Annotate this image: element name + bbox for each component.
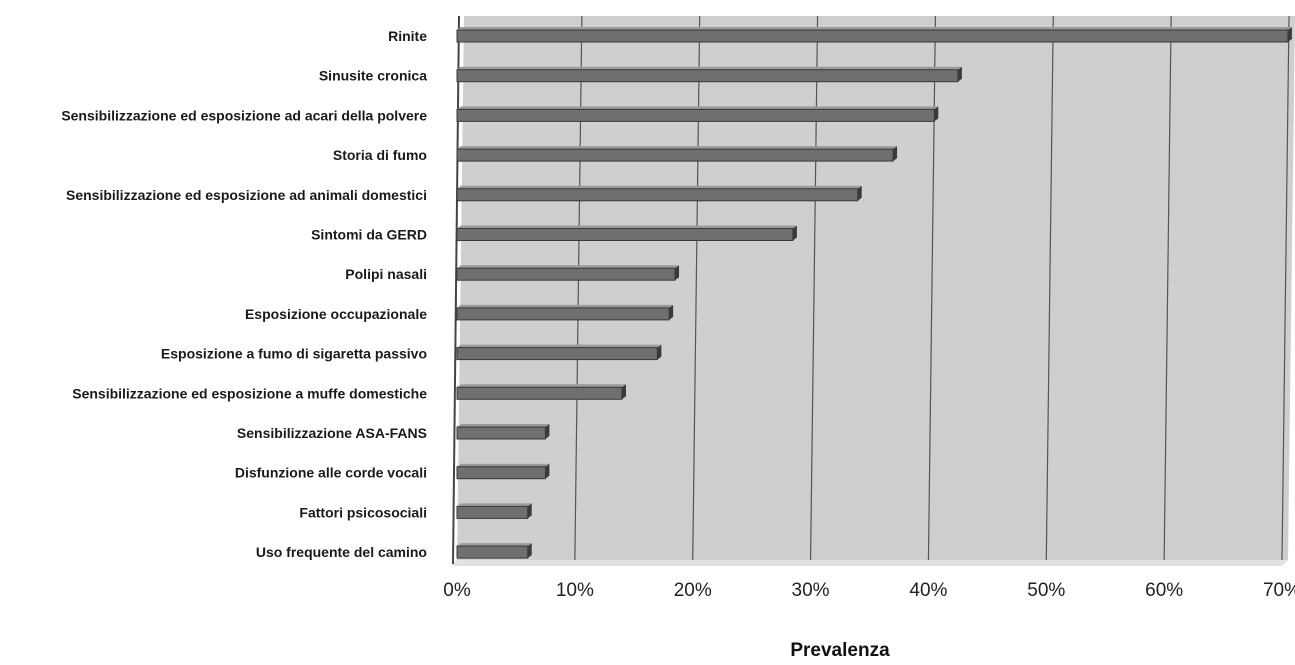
bar-top	[457, 106, 939, 110]
bar-top	[457, 265, 680, 269]
category-label: Polipi nasali	[345, 266, 427, 282]
bar-side	[1287, 27, 1292, 42]
bar-front	[456, 307, 670, 321]
category-label: Esposizione occupazionale	[245, 306, 427, 322]
bar-top	[457, 225, 797, 229]
bar-side	[957, 66, 962, 82]
category-label: Rinite	[388, 28, 427, 44]
bar-front	[456, 108, 935, 122]
bar-side	[545, 424, 550, 439]
x-tick-label: 60%	[1145, 580, 1183, 601]
category-label: Fattori psicosociali	[299, 504, 427, 520]
bar-side	[675, 265, 680, 281]
plot-background	[457, 16, 1295, 560]
bar-side	[669, 304, 674, 320]
bar	[456, 106, 939, 122]
category-label: Sensibilizzazione ASA-FANS	[237, 425, 427, 441]
category-label: Sintomi da GERD	[311, 227, 427, 243]
bar-front	[456, 69, 959, 83]
bar-side	[527, 503, 532, 519]
gridline	[1163, 15, 1172, 561]
category-label: Sensibilizzazione ed esposizione a muffe…	[72, 385, 427, 401]
bar-front	[456, 386, 623, 400]
category-label: Uso frequente del camino	[256, 544, 427, 560]
bar-front	[456, 29, 1289, 43]
bar-side	[857, 185, 862, 201]
bar-front	[456, 188, 859, 202]
category-label: Sensibilizzazione ed esposizione ad acar…	[61, 107, 427, 123]
gridline	[1045, 15, 1054, 561]
bar-front	[456, 466, 546, 480]
category-label: Disfunzione alle corde vocali	[235, 465, 427, 481]
x-tick-label: 40%	[909, 580, 947, 601]
bar	[456, 66, 962, 83]
bar-top	[457, 543, 532, 547]
bar	[456, 185, 862, 202]
x-axis-title: Prevalenza	[790, 640, 890, 661]
category-label: Sinusite cronica	[319, 68, 427, 84]
plot-area	[451, 15, 1295, 566]
bar-top	[457, 384, 626, 388]
x-tick-labels: 0% 10% 20% 30% 40% 50% 60% 70%	[443, 580, 1295, 601]
category-label: Storia di fumo	[333, 147, 427, 163]
bar	[456, 265, 680, 281]
bar-front	[456, 267, 676, 281]
bar	[456, 344, 662, 361]
bar-top	[457, 463, 550, 467]
bar-top	[457, 185, 862, 189]
bar-top	[457, 424, 550, 427]
bar-front	[456, 347, 658, 361]
x-tick-label: 10%	[556, 580, 594, 601]
bar	[456, 463, 550, 480]
bar	[456, 304, 674, 321]
bar	[456, 543, 532, 559]
bar-side	[622, 384, 626, 400]
bar-front	[456, 505, 529, 519]
x-tick-label: 70%	[1263, 580, 1295, 601]
bar	[456, 27, 1292, 43]
bar-front	[456, 228, 794, 241]
bar-front	[456, 426, 546, 440]
category-label: Sensibilizzazione ed esposizione ad anim…	[66, 187, 427, 203]
bar-side	[893, 146, 898, 162]
bar-side	[545, 463, 550, 479]
bar-top	[457, 146, 898, 150]
plot-left-edge	[452, 15, 460, 565]
bar-side	[934, 106, 939, 122]
x-tick-label: 0%	[443, 580, 471, 601]
bar-top	[457, 503, 532, 507]
x-tick-label: 50%	[1027, 580, 1065, 601]
category-label: Esposizione a fumo di sigaretta passivo	[161, 346, 427, 362]
bar-top	[457, 344, 662, 348]
bar-side	[792, 225, 797, 241]
bars	[456, 27, 1292, 559]
bar-front	[456, 545, 529, 559]
bar-top	[457, 27, 1292, 30]
bar	[456, 503, 532, 519]
bar	[456, 384, 626, 400]
bar-top	[457, 304, 674, 308]
bar	[456, 225, 797, 241]
category-labels: Rinite Sinusite cronica Sensibilizzazione …	[61, 28, 427, 560]
bar	[456, 146, 898, 162]
x-tick-label: 20%	[674, 580, 712, 601]
plot-floor	[451, 560, 1288, 566]
bar	[456, 424, 550, 440]
bar-side	[527, 543, 532, 559]
gridline	[1281, 15, 1290, 561]
bar-side	[657, 344, 662, 360]
bar-front	[456, 148, 894, 162]
bar-top	[457, 66, 962, 70]
x-tick-label: 30%	[792, 580, 830, 601]
